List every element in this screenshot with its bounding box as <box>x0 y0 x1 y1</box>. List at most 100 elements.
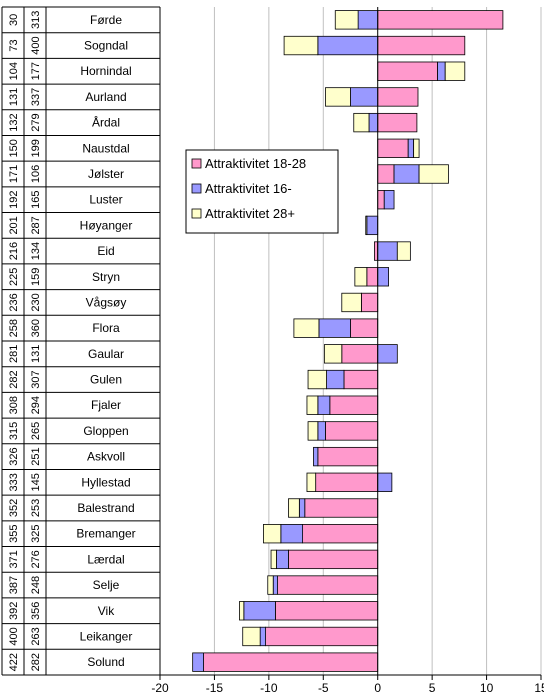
legend-swatch-2 <box>191 183 202 194</box>
secondary-label-4: 337 <box>30 88 42 106</box>
secondary-label-11: 159 <box>30 268 42 286</box>
secondary-label-21: 325 <box>30 525 42 543</box>
category-label-6: Naustdal <box>82 141 129 155</box>
secondary-label-23: 248 <box>30 576 42 594</box>
bar-3-22 <box>270 549 277 570</box>
legend-swatch-3 <box>191 208 202 219</box>
rank-label-10: 216 <box>8 242 20 260</box>
rank-label-9: 201 <box>8 216 20 234</box>
rank-label-22: 371 <box>8 550 20 568</box>
category-label-7: Jølster <box>88 167 124 181</box>
bar-3-16 <box>306 395 319 415</box>
bar-3-24 <box>239 601 245 621</box>
bar-3-2 <box>283 35 319 56</box>
rank-label-13: 258 <box>8 319 20 337</box>
bar-1-1 <box>377 10 504 30</box>
bar-2-1 <box>357 10 379 30</box>
bar-1-26 <box>203 652 379 672</box>
bar-2-9 <box>366 215 379 236</box>
category-label-5: Årdal <box>92 115 120 130</box>
secondary-label-10: 134 <box>30 242 42 260</box>
category-label-18: Askvoll <box>87 450 125 464</box>
secondary-label-13: 360 <box>30 319 42 337</box>
secondary-label-2: 400 <box>30 36 42 54</box>
bar-1-16 <box>329 395 379 415</box>
bar-2-15 <box>326 369 345 390</box>
rank-label-11: 225 <box>8 268 20 286</box>
bar-3-9 <box>365 215 368 236</box>
secondary-label-20: 253 <box>30 499 42 517</box>
bar-1-23 <box>277 575 379 595</box>
bar-2-16 <box>317 395 331 415</box>
bar-1-21 <box>302 524 379 544</box>
bar-3-3 <box>444 61 466 81</box>
bar-1-18 <box>317 446 379 467</box>
bar-3-17 <box>307 421 319 441</box>
rank-label-12: 236 <box>8 293 20 311</box>
legend-label-2: Attraktivitet 16- <box>205 181 292 196</box>
rank-label-20: 352 <box>8 499 20 517</box>
bar-3-6 <box>413 138 420 158</box>
bar-1-3 <box>377 61 438 81</box>
secondary-label-17: 265 <box>30 422 42 440</box>
x-tick-label-6: 10 <box>480 681 494 695</box>
secondary-label-25: 263 <box>30 627 42 645</box>
category-label-26: Solund <box>87 655 124 669</box>
category-label-25: Leikanger <box>80 629 133 643</box>
legend: Attraktivitet 18-28 Attraktivitet 16- Attr… <box>185 149 339 234</box>
rank-label-15: 282 <box>8 370 20 388</box>
rank-label-1: 30 <box>8 14 20 26</box>
category-label-20: Balestrand <box>77 501 134 515</box>
rank-label-25: 400 <box>8 627 20 645</box>
bar-3-15 <box>307 369 327 390</box>
rank-label-7: 171 <box>8 165 20 183</box>
secondary-label-7: 106 <box>30 165 42 183</box>
bar-2-19 <box>377 472 393 492</box>
category-label-8: Luster <box>89 193 122 207</box>
legend-box <box>185 149 339 234</box>
bar-2-6 <box>407 138 415 158</box>
secondary-label-24: 356 <box>30 602 42 620</box>
secondary-label-19: 145 <box>30 473 42 491</box>
bar-2-18 <box>313 446 319 467</box>
bar-2-23 <box>272 575 278 595</box>
secondary-label-12: 230 <box>30 293 42 311</box>
bar-1-24 <box>274 601 379 621</box>
bar-2-14 <box>377 344 398 364</box>
secondary-label-14: 131 <box>30 345 42 363</box>
secondary-label-26: 282 <box>30 653 42 671</box>
bar-2-2 <box>317 35 379 56</box>
x-tick-label-4: 0 <box>374 681 381 695</box>
bar-2-21 <box>280 524 304 544</box>
bar-3-1 <box>334 10 359 30</box>
category-label-15: Gulen <box>90 373 122 387</box>
bar-1-8 <box>377 190 385 210</box>
bar-2-22 <box>276 549 289 570</box>
bar-1-6 <box>377 138 409 158</box>
bar-2-10 <box>377 241 398 261</box>
secondary-label-16: 294 <box>30 396 42 414</box>
bar-3-5 <box>353 112 370 133</box>
bar-2-26 <box>192 652 204 672</box>
category-label-12: Vågsøy <box>86 295 127 309</box>
category-label-16: Fjaler <box>91 398 121 412</box>
rank-label-18: 326 <box>8 447 20 465</box>
bar-3-13 <box>293 318 320 338</box>
category-label-17: Gloppen <box>83 424 128 438</box>
category-label-14: Gaular <box>88 347 124 361</box>
x-tick-label-5: 5 <box>429 681 436 695</box>
bar-3-14 <box>323 344 343 364</box>
bar-1-14 <box>341 344 379 364</box>
x-tick-label-7: 15 <box>534 681 544 695</box>
bar-2-25 <box>259 626 266 647</box>
category-label-11: Stryn <box>92 270 120 284</box>
secondary-label-6: 199 <box>30 139 42 157</box>
category-label-3: Hornindal <box>80 64 131 78</box>
rank-label-6: 150 <box>8 139 20 157</box>
bar-1-5 <box>377 112 418 133</box>
x-tick-label-2: -10 <box>260 681 278 695</box>
bar-1-7 <box>377 164 395 184</box>
bar-2-20 <box>298 498 306 518</box>
secondary-label-18: 251 <box>30 447 42 465</box>
rank-label-5: 132 <box>8 113 20 131</box>
